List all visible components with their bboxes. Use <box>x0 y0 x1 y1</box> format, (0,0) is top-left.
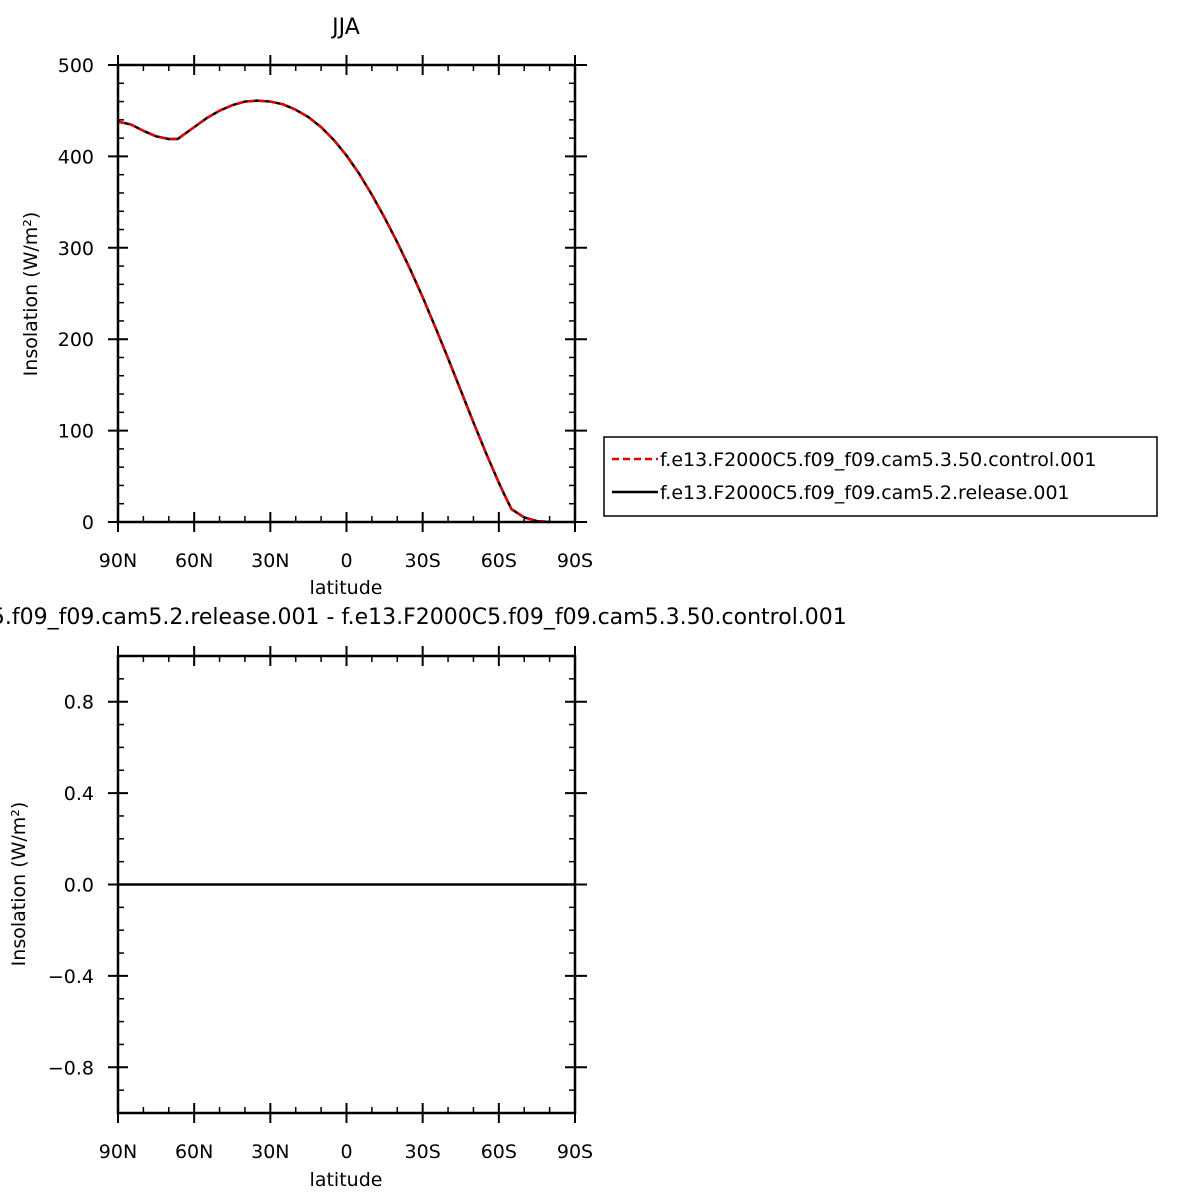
bot-x-tick-label: 90S <box>557 1141 593 1163</box>
bot-x-tick-label: 0 <box>340 1141 352 1163</box>
bot-y-tick-label: 0.8 <box>64 692 94 714</box>
bot-y-tick-label: 0.4 <box>64 783 94 805</box>
legend-box <box>603 436 1158 517</box>
top-series-line-1 <box>117 99 550 524</box>
top-x-tick-label: 60S <box>481 550 517 572</box>
top-y-tick-label: 400 <box>58 146 94 168</box>
top-y-tick-label: 500 <box>58 55 94 77</box>
top-series-line-0 <box>117 99 550 524</box>
top-x-tick-label: 60N <box>175 550 213 572</box>
bot-x-tick-label: 30N <box>251 1141 289 1163</box>
bottom-plot-x-tick-labels: 90N 60N 30N 0 30S 60S 90S <box>99 1141 593 1163</box>
top-x-tick-label: 90N <box>99 550 137 572</box>
top-plot-x-tick-labels: 90N 60N 30N 0 30S 60S 90S <box>99 550 593 572</box>
top-y-tick-label: 200 <box>58 329 94 351</box>
legend: f.e13.F2000C5.f09_f09.cam5.3.50.control.… <box>603 436 1158 517</box>
bottom-plot-x-axis-label: latitude <box>310 1169 383 1191</box>
bot-y-tick-label: −0.4 <box>48 966 94 988</box>
bottom-plot-title: f.e13.F2000C5.f09_f09.cam5.2.release.001… <box>0 605 847 630</box>
top-plot: JJA 90N 60N 30N 0 30S 60S 90S 0 100 200 300 400 500… <box>20 15 593 599</box>
bot-y-tick-label: 0.0 <box>64 875 94 897</box>
top-x-tick-label: 0 <box>340 550 352 572</box>
top-plot-y-tick-labels: 0 100 200 300 400 500 <box>58 55 94 534</box>
top-plot-x-axis-label: latitude <box>310 577 383 599</box>
legend-label-release: f.e13.F2000C5.f09_f09.cam5.2.release.001 <box>660 482 1070 504</box>
bottom-plot: f.e13.F2000C5.f09_f09.cam5.2.release.001… <box>0 605 847 1191</box>
top-plot-major-ticks <box>108 55 587 532</box>
bot-x-tick-label: 60N <box>175 1141 213 1163</box>
bottom-plot-y-axis-label: Insolation (W/m²) <box>8 802 30 967</box>
top-x-tick-label: 30S <box>405 550 441 572</box>
bot-y-tick-label: −0.8 <box>48 1057 94 1079</box>
top-plot-series-layer <box>117 99 550 524</box>
top-plot-y-axis-label: Insolation (W/m²) <box>20 212 42 377</box>
bot-x-tick-label: 30S <box>405 1141 441 1163</box>
top-y-tick-label: 300 <box>58 238 94 260</box>
top-x-tick-label: 30N <box>251 550 289 572</box>
legend-label-control: f.e13.F2000C5.f09_f09.cam5.3.50.control.… <box>660 449 1096 471</box>
top-x-tick-label: 90S <box>557 550 593 572</box>
top-y-tick-label: 0 <box>82 512 94 534</box>
top-y-tick-label: 100 <box>58 421 94 443</box>
top-plot-frame <box>116 63 577 524</box>
bot-x-tick-label: 90N <box>99 1141 137 1163</box>
top-plot-title: JJA <box>330 15 360 40</box>
bot-x-tick-label: 60S <box>481 1141 517 1163</box>
bottom-plot-frame <box>116 654 577 1115</box>
bottom-plot-y-tick-labels: −0.8 −0.4 0.0 0.4 0.8 <box>48 692 94 1080</box>
